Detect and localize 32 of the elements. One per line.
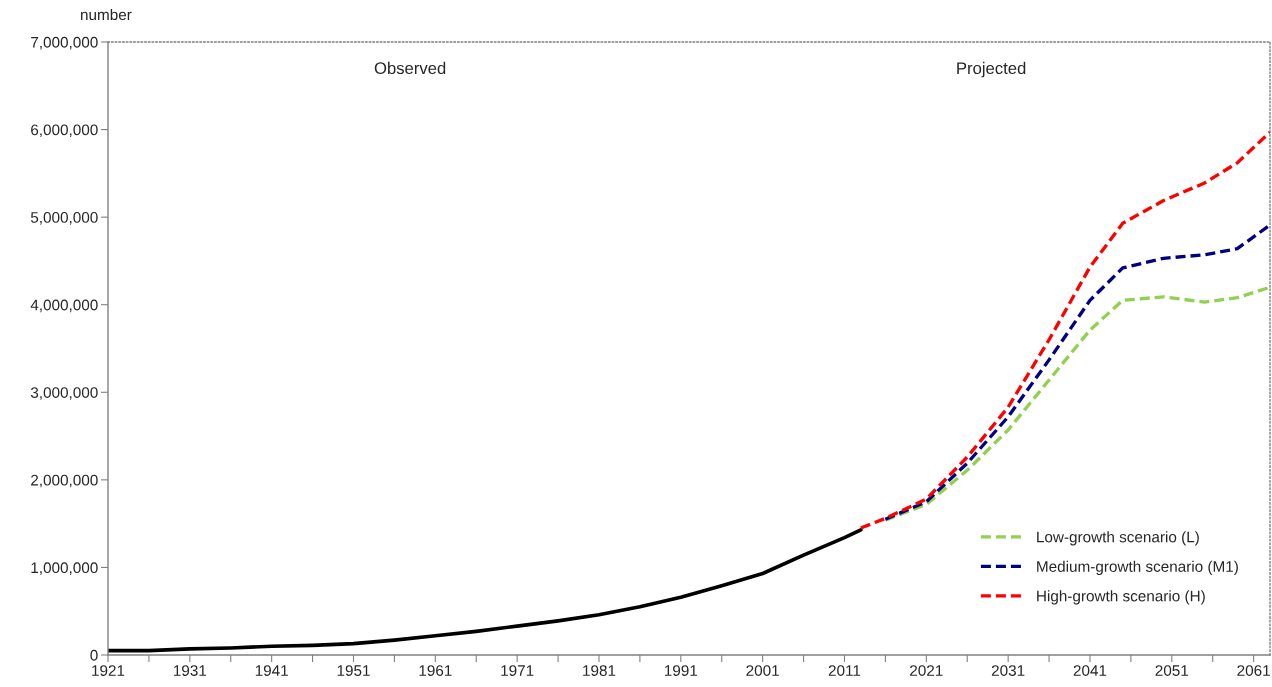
- x-tick-label: 2041: [1073, 665, 1107, 676]
- legend-label: High-growth scenario (H): [1037, 590, 1205, 605]
- y-tick-label: 2,000,000: [31, 474, 98, 488]
- x-tick-label: 1921: [92, 665, 125, 676]
- legend-label: Medium-growth scenario (M1): [1037, 560, 1238, 575]
- x-tick-label: 2001: [746, 665, 779, 676]
- x-tick-label: 2021: [910, 665, 943, 676]
- x-tick-label: 1991: [664, 665, 698, 676]
- x-tick-label: 2051: [1155, 665, 1189, 676]
- x-tick-label: 1941: [255, 665, 288, 676]
- line-series: [108, 527, 863, 653]
- annotation: Projected: [957, 61, 1026, 78]
- x-tick-label: 2061: [1237, 665, 1270, 676]
- y-tick-label: 7,000,000: [31, 36, 98, 50]
- x-tick-label: 2031: [991, 665, 1025, 676]
- y-tick-label: 3,000,000: [30, 387, 98, 400]
- line-series: [859, 130, 1270, 530]
- x-tick-label: 2011: [828, 665, 861, 676]
- legend-label: Low-growth scenario (L): [1037, 531, 1199, 546]
- x-tick-label: 1961: [419, 665, 452, 676]
- y-axis-title: number: [81, 8, 132, 21]
- x-tick-label: 1951: [337, 665, 370, 676]
- y-tick-label: 1,000,000: [31, 562, 98, 575]
- annotation: Observed: [374, 61, 446, 75]
- y-tick-label: 4,000,000: [30, 299, 98, 313]
- x-tick-label: 1971: [501, 665, 534, 676]
- y-tick-label: 6,000,000: [31, 124, 98, 138]
- x-tick-label: 1981: [583, 665, 616, 676]
- y-tick-label: 0: [90, 649, 98, 661]
- x-tick-label: 1931: [174, 665, 207, 676]
- y-tick-label: 5,000,000: [30, 212, 98, 225]
- line-series: [883, 223, 1270, 521]
